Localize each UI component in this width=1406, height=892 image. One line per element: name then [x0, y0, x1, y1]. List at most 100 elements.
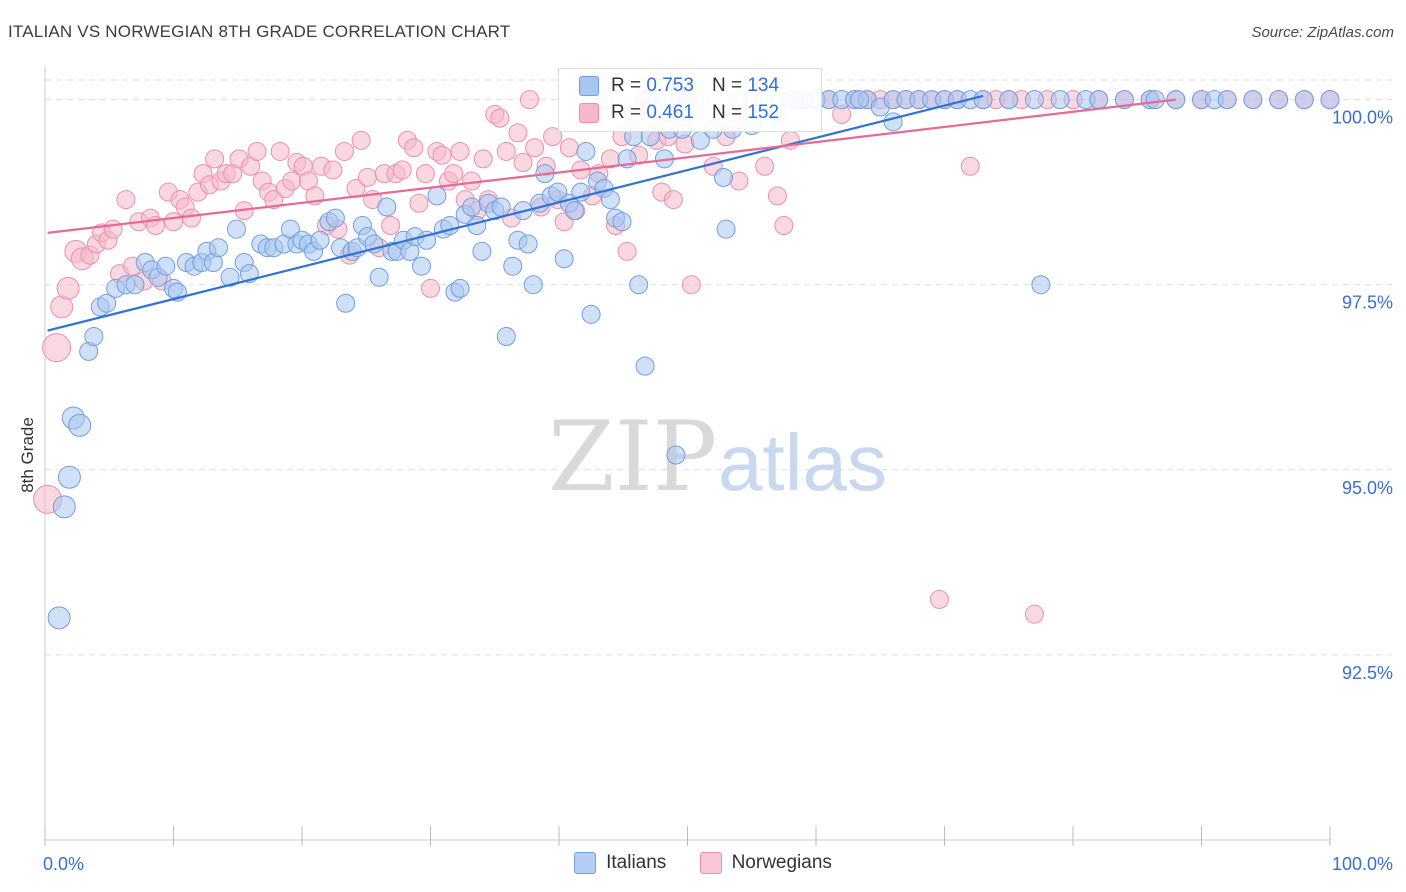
italian-point	[325, 208, 345, 228]
italian-point	[125, 275, 145, 295]
norwegian-point	[56, 276, 80, 300]
tick-labels: 100.0% 97.5% 95.0% 92.5% 0.0% 100.0%	[43, 108, 1393, 874]
x-tick-label: 0.0%	[43, 854, 84, 874]
italian-point	[850, 90, 870, 110]
norwegian-point	[960, 156, 980, 176]
italian-point	[52, 495, 76, 519]
italian-point	[576, 141, 596, 161]
italian-point	[427, 186, 447, 206]
norwegian-point	[663, 190, 683, 210]
r-label: R =	[611, 102, 642, 123]
trend-lines	[47, 94, 1176, 332]
data-points	[33, 90, 1340, 630]
italian-point	[336, 293, 356, 313]
norwegian-point	[513, 153, 533, 173]
italians-swatch	[579, 75, 599, 96]
norwegian-point	[473, 149, 493, 169]
norwegian-point	[444, 164, 464, 184]
italian-point	[68, 413, 92, 437]
italians-n-value: 134	[747, 75, 780, 96]
y-tick-label: 97.5%	[1342, 293, 1393, 313]
italian-point	[97, 293, 117, 313]
italian-point	[57, 465, 81, 489]
n-label: N =	[711, 102, 743, 123]
italians-legend-label: Italians	[606, 852, 667, 874]
r-label: R =	[611, 75, 642, 96]
norwegians-r-value: 0.461	[646, 102, 694, 123]
italian-point	[666, 445, 686, 465]
norwegian-point	[755, 156, 775, 176]
italians-legend-swatch	[574, 852, 597, 874]
norwegians-n-value: 152	[747, 102, 780, 123]
italian-point	[1217, 90, 1237, 110]
italian-point	[716, 219, 736, 239]
norwegian-point	[334, 141, 354, 161]
norwegian-point	[323, 160, 343, 180]
italians-trend-line	[47, 94, 984, 332]
italian-point	[581, 304, 601, 324]
norwegian-point	[929, 589, 949, 609]
norwegian-point	[270, 141, 290, 161]
italian-point	[156, 256, 176, 276]
italian-point	[208, 238, 228, 258]
legend-item-norwegians: Norwegians	[699, 852, 832, 874]
series-legend: Italians Norwegians	[0, 852, 1406, 874]
norwegians-legend-label: Norwegians	[731, 852, 832, 874]
italian-point	[472, 241, 492, 261]
italian-point	[999, 90, 1019, 110]
norwegian-point	[450, 141, 470, 161]
norwegian-point	[519, 90, 539, 110]
norwegian-point	[103, 219, 123, 239]
italian-point	[600, 190, 620, 210]
legend-row-italians: R = 0.753 N = 134	[579, 75, 779, 101]
norwegian-point	[181, 208, 201, 228]
italian-point	[1320, 90, 1340, 110]
legend-item-italians: Italians	[574, 852, 666, 874]
norwegian-point	[264, 190, 284, 210]
y-axis-label: 8th Grade	[18, 417, 37, 493]
norwegian-point	[415, 164, 435, 184]
y-tick-label: 95.0%	[1342, 478, 1393, 498]
italian-point	[635, 356, 655, 376]
italian-point	[548, 182, 568, 202]
italian-point	[450, 278, 470, 298]
italian-point	[220, 267, 240, 287]
norwegian-point	[42, 333, 72, 363]
italian-point	[377, 197, 397, 217]
norwegian-point	[432, 145, 452, 165]
norwegian-point	[525, 138, 545, 158]
italian-point	[518, 234, 538, 254]
norwegian-point	[681, 275, 701, 295]
norwegians-legend-swatch	[699, 852, 722, 874]
norwegian-point	[358, 167, 378, 187]
italian-point	[47, 606, 71, 630]
norwegian-point	[490, 108, 510, 128]
watermark-zip: ZIP	[548, 401, 717, 513]
norwegian-point	[767, 186, 787, 206]
y-tick-label: 92.5%	[1342, 663, 1393, 683]
italian-point	[1294, 90, 1314, 110]
norwegian-point	[496, 141, 516, 161]
norwegians-trend-line	[47, 98, 1176, 234]
y-tick-label: 100.0%	[1332, 108, 1393, 128]
norwegian-point	[774, 215, 794, 235]
norwegian-point	[116, 190, 136, 210]
norwegian-point	[617, 241, 637, 261]
chart-title: ITALIAN VS NORWEGIAN 8TH GRADE CORRELATI…	[8, 22, 511, 41]
italian-point	[554, 249, 574, 269]
italian-point	[226, 219, 246, 239]
italian-point	[496, 327, 516, 347]
norwegian-point	[409, 193, 429, 213]
norwegian-point	[1024, 604, 1044, 624]
source-label: Source: ZipAtlas.com	[1251, 24, 1394, 41]
italian-point	[412, 256, 432, 276]
norwegian-point	[381, 215, 401, 235]
italian-point	[503, 256, 523, 276]
norwegian-point	[351, 130, 371, 150]
italian-point	[310, 230, 330, 250]
norwegian-point	[559, 138, 579, 158]
italian-point	[523, 275, 543, 295]
italian-point	[1269, 90, 1289, 110]
italian-point	[1089, 90, 1109, 110]
